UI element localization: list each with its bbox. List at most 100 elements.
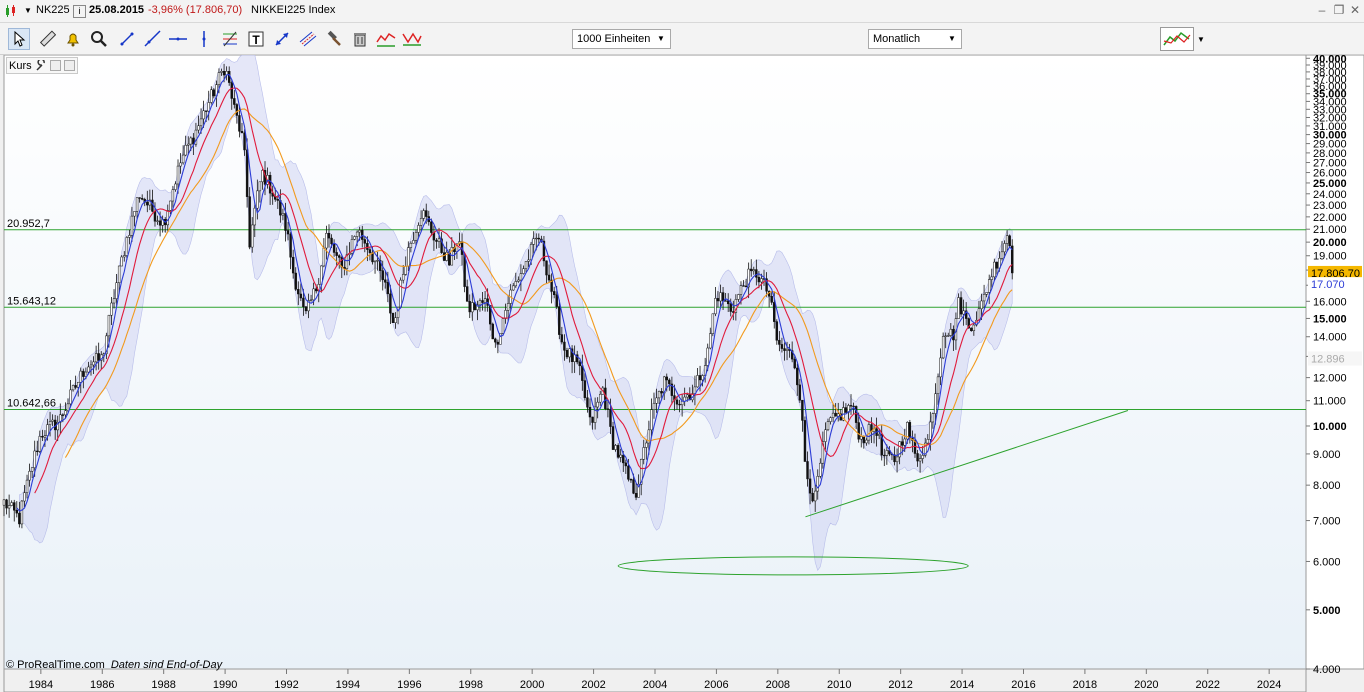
time-tick-label: 2002 [581,679,605,691]
parallel-lines-icon[interactable] [297,28,319,50]
chart-templates-icon[interactable] [375,28,397,50]
candle [898,441,901,458]
price-tick-label: 21.000 [1313,224,1347,236]
candle [987,279,991,293]
candle [235,104,239,116]
candle [501,318,505,334]
candle [28,470,31,481]
candle [570,348,574,362]
drawings[interactable] [617,410,1129,576]
candle [959,297,963,315]
wave-icon[interactable] [401,28,423,50]
candle [174,183,177,190]
period-select[interactable]: Monatlich ▼ [868,29,962,49]
collapse-panel-icon[interactable] [49,60,61,71]
info-icon[interactable]: i [73,5,86,18]
candle [670,383,674,396]
pointer-icon[interactable] [8,28,30,50]
candle [934,393,937,414]
candle [637,484,640,498]
zoom-icon[interactable] [88,28,110,50]
candle [120,256,123,267]
candle [15,510,19,514]
plot-area[interactable] [3,55,1307,670]
candle [171,189,175,202]
candle [632,479,635,494]
candle [949,328,953,336]
alarm-bell-icon[interactable] [62,28,84,50]
price-tick-label: 34.000 [1313,96,1347,108]
hammer-icon[interactable] [323,28,345,50]
candle [627,465,630,480]
vertical-line-icon[interactable] [193,28,215,50]
time-tick-label: 1998 [459,679,483,691]
line-draw-icon[interactable] [116,28,138,50]
candle [212,89,216,97]
ray-draw-icon[interactable] [141,28,163,50]
price-chart[interactable]: 4.000 5.000 6.000 7.000 8.000 9.000 10.000 11.0… [0,55,1364,692]
candle [117,265,121,283]
time-axis-labels: 1984 1986 1988 1990 1992 1994 1996 1998 2000 2002… [29,669,1281,691]
candle [322,247,326,267]
candle [750,268,753,272]
detach-panel-icon[interactable] [63,60,75,71]
time-tick-label: 2012 [888,679,912,691]
candle [368,249,372,253]
candle [752,269,755,272]
candle [834,412,837,417]
candle [614,445,617,450]
minimize-icon[interactable]: – [1318,3,1326,17]
candle [245,149,249,197]
candle [422,210,425,219]
candle [593,406,597,423]
units-select[interactable]: 1000 Einheiten ▼ [572,29,671,49]
horizontal-line-icon[interactable] [167,28,189,50]
candle [494,338,497,343]
candle [391,312,395,324]
candle [716,298,720,302]
candle [609,409,612,427]
candle [84,371,88,377]
trendline[interactable] [805,410,1129,518]
restore-icon[interactable]: ❐ [1333,3,1345,17]
candle [829,417,832,422]
indicators-dropdown-icon[interactable]: ▼ [1197,34,1205,44]
arrows-icon[interactable] [271,28,293,50]
candle [885,450,889,456]
trash-icon[interactable] [349,28,371,50]
candle [297,289,300,295]
candle [409,242,413,248]
symbol-dropdown-icon[interactable]: ▼ [24,6,32,15]
candle [284,213,287,231]
candle [844,407,848,413]
candle [565,350,569,358]
ruler-icon[interactable] [36,28,58,50]
candle [711,313,715,334]
price-tick-label: 4.000 [1313,664,1341,676]
wrench-icon[interactable] [35,59,47,72]
candle [156,220,159,222]
candle [785,348,789,351]
candle [345,254,349,270]
candle [982,294,986,302]
indicators-button[interactable] [1160,27,1194,51]
candle [20,500,24,525]
fibonacci-icon[interactable] [219,28,241,50]
time-tick-label: 2004 [643,679,667,691]
candle [742,285,745,287]
text-icon[interactable]: T [245,28,267,50]
ellipse-drawing[interactable] [617,556,969,576]
candle [793,358,796,369]
candle [94,353,98,363]
candle [253,207,256,226]
candle [542,240,546,262]
candle [706,347,709,366]
price-tick-label: 16.000 [1313,296,1347,308]
time-tick-label: 2020 [1134,679,1158,691]
candle [645,442,648,448]
candle [760,278,763,283]
time-tick-label: 2008 [766,679,790,691]
candle [10,502,13,506]
symbol-label[interactable]: NK225 [36,4,70,16]
close-icon[interactable]: ✕ [1349,3,1361,17]
